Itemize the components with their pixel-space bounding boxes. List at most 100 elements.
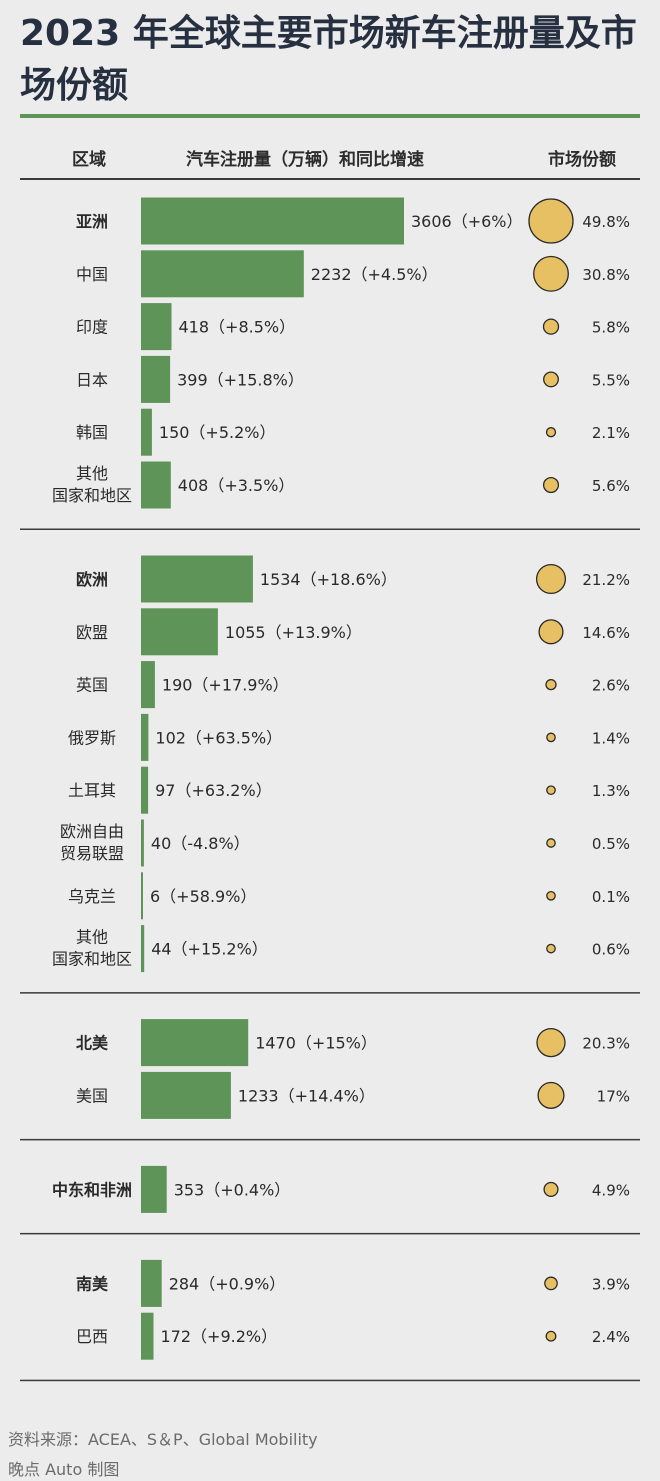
- share-bubble: [546, 785, 556, 796]
- region-label: 其他国家和地区: [52, 464, 132, 505]
- bar: [141, 555, 253, 603]
- region-label: 欧洲: [76, 570, 108, 589]
- share-bubble: [544, 1276, 558, 1291]
- header-rule: [20, 178, 640, 180]
- region-label: 俄罗斯: [68, 728, 116, 747]
- bar: [141, 1312, 154, 1360]
- bar: [141, 1165, 167, 1213]
- bar: [141, 608, 218, 656]
- share-label: 20.3%: [582, 1035, 630, 1053]
- region-label: 美国: [76, 1086, 108, 1105]
- value-label: 102（+63.5%）: [155, 728, 282, 747]
- value-label: 284（+0.9%）: [169, 1274, 286, 1293]
- title-rule: [20, 114, 640, 118]
- region-label: 北美: [76, 1034, 109, 1053]
- bar: [141, 250, 304, 298]
- share-label: 2.6%: [592, 677, 630, 695]
- header-volume: 汽车注册量（万辆）和同比增速: [186, 150, 424, 170]
- region-label: 欧盟: [76, 623, 108, 642]
- share-label: 1.3%: [592, 782, 630, 800]
- chart-title: 2023 年全球主要市场新车注册量及市场份额: [20, 13, 637, 106]
- bar: [141, 197, 404, 245]
- bar: [141, 1071, 231, 1119]
- bar: [141, 461, 171, 509]
- bar: [141, 925, 145, 973]
- group-rule: [20, 1379, 640, 1382]
- region-label: 乌克兰: [68, 887, 116, 906]
- share-label: 0.5%: [592, 835, 630, 853]
- bar: [141, 1019, 249, 1067]
- share-label: 3.9%: [592, 1275, 630, 1293]
- share-bubble: [546, 943, 556, 954]
- share-bubble: [533, 255, 569, 292]
- value-label: 2232（+4.5%）: [311, 265, 438, 284]
- share-label: 30.8%: [582, 266, 630, 284]
- share-bubble: [537, 1081, 565, 1109]
- group-rule: [20, 1138, 640, 1141]
- value-label: 353（+0.4%）: [174, 1180, 291, 1199]
- region-label: 欧洲自由贸易联盟: [60, 822, 124, 863]
- share-label: 1.4%: [592, 729, 630, 747]
- value-label: 1055（+13.9%）: [225, 623, 362, 642]
- bar: [141, 1259, 162, 1307]
- share-bubble: [545, 1330, 557, 1342]
- region-label: 亚洲: [76, 212, 108, 231]
- share-label: 49.8%: [582, 213, 630, 231]
- region-label: 其他国家和地区: [52, 928, 132, 969]
- region-label: 土耳其: [68, 781, 116, 800]
- bar: [141, 408, 152, 456]
- share-bubble: [545, 678, 557, 691]
- value-label: 190（+17.9%）: [162, 676, 289, 695]
- region-label: 中东和非洲: [52, 1180, 132, 1199]
- value-label: 3606（+6%）: [411, 212, 523, 231]
- value-label: 150（+5.2%）: [159, 423, 276, 442]
- share-label: 2.4%: [592, 1328, 630, 1346]
- share-bubble: [542, 476, 560, 494]
- share-bubble: [546, 890, 556, 901]
- share-bubble: [545, 427, 557, 438]
- share-label: 14.6%: [582, 624, 630, 642]
- group-rule: [20, 992, 640, 994]
- bar: [141, 303, 172, 351]
- share-bubble: [535, 563, 567, 595]
- region-label: 日本: [76, 370, 108, 389]
- value-label: 1534（+18.6%）: [260, 570, 397, 589]
- source-note: 资料来源：ACEA、S＆P、Global Mobility: [8, 1430, 318, 1449]
- region-label: 印度: [76, 318, 108, 337]
- share-label: 5.6%: [592, 477, 630, 495]
- header-share: 市场份额: [548, 150, 616, 170]
- share-bubble: [538, 619, 564, 645]
- value-label: 44（+15.2%）: [151, 940, 268, 959]
- header-region: 区域: [72, 150, 106, 170]
- share-bubble: [536, 1027, 566, 1058]
- bar: [141, 355, 171, 403]
- share-label: 17%: [597, 1087, 630, 1105]
- value-label: 1470（+15%）: [255, 1034, 377, 1053]
- bar: [141, 713, 149, 761]
- value-label: 97（+63.2%）: [155, 781, 272, 800]
- region-label: 韩国: [76, 423, 108, 442]
- credit-note: 晚点 Auto 制图: [8, 1460, 120, 1479]
- region-label: 英国: [76, 676, 108, 695]
- region-label: 巴西: [76, 1327, 108, 1346]
- value-label: 1233（+14.4%）: [238, 1086, 375, 1105]
- bar: [141, 819, 144, 867]
- value-label: 6（+58.9%）: [150, 887, 256, 906]
- share-label: 2.1%: [592, 424, 630, 442]
- bar: [141, 872, 143, 920]
- share-label: 0.6%: [592, 941, 630, 959]
- share-bubble: [543, 371, 559, 388]
- share-label: 5.8%: [592, 319, 630, 337]
- value-label: 172（+9.2%）: [161, 1327, 278, 1346]
- value-label: 408（+3.5%）: [178, 476, 295, 495]
- region-label: 南美: [76, 1274, 109, 1293]
- group-rule: [20, 528, 640, 530]
- region-label: 中国: [76, 265, 108, 284]
- value-label: 418（+8.5%）: [179, 318, 296, 337]
- share-bubble: [543, 1181, 559, 1197]
- group-rule: [20, 1232, 640, 1235]
- value-label: 40（-4.8%）: [151, 834, 250, 853]
- bar: [141, 661, 155, 709]
- value-label: 399（+15.8%）: [177, 370, 304, 389]
